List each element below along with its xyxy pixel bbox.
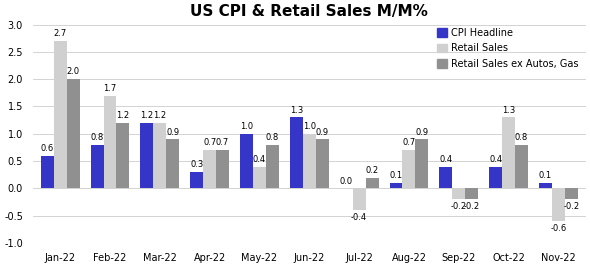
Bar xyxy=(116,123,129,189)
Bar xyxy=(539,183,552,189)
Bar xyxy=(54,41,67,189)
Legend: CPI Headline, Retail Sales, Retail Sales ex Autos, Gas: CPI Headline, Retail Sales, Retail Sales… xyxy=(434,25,581,72)
Bar xyxy=(166,139,179,189)
Text: -0.6: -0.6 xyxy=(550,224,566,233)
Text: 0.8: 0.8 xyxy=(90,133,104,142)
Text: -0.4: -0.4 xyxy=(351,213,367,222)
Text: -0.2: -0.2 xyxy=(563,202,579,211)
Text: 1.0: 1.0 xyxy=(240,122,253,131)
Bar xyxy=(402,150,415,189)
Text: 0.7: 0.7 xyxy=(203,139,217,147)
Bar xyxy=(203,150,216,189)
Bar xyxy=(103,96,116,189)
Text: 2.0: 2.0 xyxy=(67,68,80,76)
Text: 0.7: 0.7 xyxy=(216,139,230,147)
Bar xyxy=(440,167,453,189)
Bar xyxy=(240,134,253,189)
Text: 0.4: 0.4 xyxy=(440,155,453,164)
Bar xyxy=(316,139,329,189)
Text: 1.3: 1.3 xyxy=(502,106,515,115)
Text: 1.2: 1.2 xyxy=(153,111,166,120)
Text: 0.9: 0.9 xyxy=(316,128,329,136)
Text: 0.3: 0.3 xyxy=(190,160,204,169)
Text: -0.2: -0.2 xyxy=(451,202,467,211)
Bar xyxy=(216,150,229,189)
Text: 1.7: 1.7 xyxy=(103,84,117,93)
Text: 0.1: 0.1 xyxy=(539,171,552,180)
Text: -0.2: -0.2 xyxy=(464,202,480,211)
Text: 0.0: 0.0 xyxy=(340,177,353,186)
Text: 0.9: 0.9 xyxy=(415,128,428,136)
Text: 1.0: 1.0 xyxy=(303,122,316,131)
Bar xyxy=(266,145,279,189)
Text: 1.3: 1.3 xyxy=(290,106,303,115)
Bar xyxy=(489,167,502,189)
Bar xyxy=(67,79,80,189)
Text: 2.7: 2.7 xyxy=(54,29,67,38)
Bar xyxy=(552,189,565,221)
Bar xyxy=(290,117,303,189)
Text: 0.7: 0.7 xyxy=(402,139,415,147)
Bar xyxy=(415,139,428,189)
Bar xyxy=(90,145,103,189)
Bar xyxy=(389,183,402,189)
Text: 0.6: 0.6 xyxy=(41,144,54,153)
Title: US CPI & Retail Sales M/M%: US CPI & Retail Sales M/M% xyxy=(191,4,428,19)
Text: 0.9: 0.9 xyxy=(166,128,179,136)
Bar xyxy=(190,172,203,189)
Bar xyxy=(41,156,54,189)
Bar xyxy=(253,167,266,189)
Bar xyxy=(366,178,379,189)
Bar xyxy=(515,145,528,189)
Text: 0.1: 0.1 xyxy=(389,171,402,180)
Bar xyxy=(303,134,316,189)
Text: 0.4: 0.4 xyxy=(253,155,266,164)
Text: 1.2: 1.2 xyxy=(140,111,153,120)
Bar xyxy=(153,123,166,189)
Bar xyxy=(502,117,515,189)
Text: 1.2: 1.2 xyxy=(116,111,130,120)
Bar xyxy=(140,123,153,189)
Text: 0.8: 0.8 xyxy=(515,133,528,142)
Text: 0.8: 0.8 xyxy=(266,133,279,142)
Bar xyxy=(453,189,466,199)
Text: 0.4: 0.4 xyxy=(489,155,502,164)
Bar xyxy=(466,189,478,199)
Bar xyxy=(353,189,366,210)
Text: 0.2: 0.2 xyxy=(366,166,379,175)
Bar xyxy=(565,189,578,199)
